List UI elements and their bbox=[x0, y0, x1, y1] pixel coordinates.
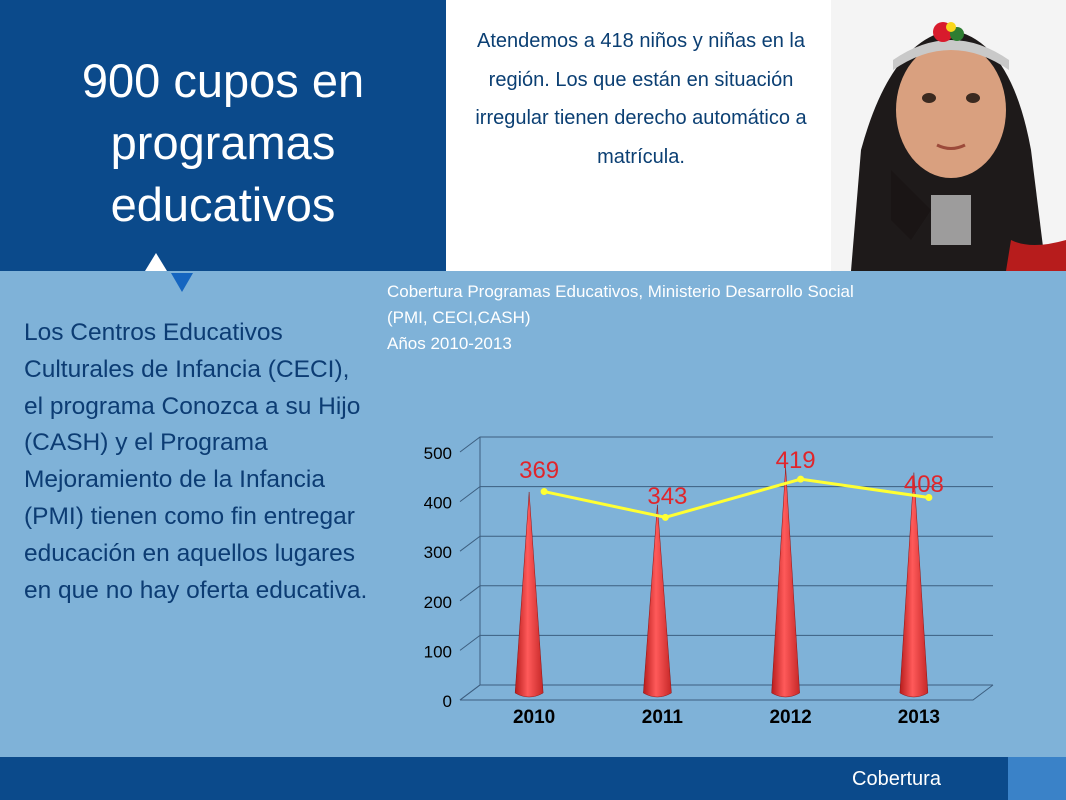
cone-bar bbox=[514, 491, 544, 698]
x-tick-label: 2011 bbox=[642, 707, 684, 728]
gridline bbox=[459, 684, 993, 701]
footer-accent-box bbox=[1008, 757, 1066, 800]
trend-point bbox=[661, 513, 669, 521]
data-label: 369 bbox=[519, 457, 559, 484]
title-panel: 900 cupos en programas educativos bbox=[0, 0, 446, 271]
gridline bbox=[459, 535, 993, 552]
blurb-text: Atendemos a 418 niños y niñas en la regi… bbox=[475, 30, 807, 168]
trend-line bbox=[543, 477, 930, 519]
gridline bbox=[459, 486, 993, 502]
cone-bar bbox=[643, 504, 672, 698]
x-tick-label: 2010 bbox=[513, 707, 555, 728]
trend-point bbox=[925, 494, 933, 502]
child-photo bbox=[831, 0, 1066, 271]
y-tick-label: 100 bbox=[424, 642, 452, 661]
page-title: 900 cupos en programas educativos bbox=[81, 54, 365, 231]
footer-bar bbox=[0, 757, 1066, 800]
data-label: 343 bbox=[647, 483, 687, 510]
chart-floor bbox=[460, 684, 994, 701]
chart-caption: Cobertura Programas Educativos, Minister… bbox=[387, 279, 1062, 357]
x-tick-label: 2013 bbox=[898, 707, 940, 728]
chart-axis bbox=[459, 437, 481, 701]
gridline bbox=[459, 436, 993, 453]
y-tick-label: 400 bbox=[424, 494, 452, 513]
data-label: 419 bbox=[776, 447, 816, 474]
cone-bar bbox=[899, 472, 929, 698]
chart-caption-line2: (PMI, CECI,CASH) bbox=[387, 308, 531, 327]
y-tick-label: 200 bbox=[424, 593, 452, 612]
data-label: 408 bbox=[904, 471, 944, 498]
trend-point bbox=[797, 475, 805, 483]
gridline bbox=[459, 585, 993, 602]
body-text: Los Centros Educativos Culturales de Inf… bbox=[24, 319, 368, 604]
gridline bbox=[459, 634, 993, 651]
chart-caption-line3: Años 2010-2013 bbox=[387, 334, 512, 353]
arrow-up-icon bbox=[145, 253, 167, 271]
chart-caption-line1: Cobertura Programas Educativos, Minister… bbox=[387, 282, 854, 301]
x-tick-label: 2012 bbox=[769, 707, 811, 728]
blurb-panel: Atendemos a 418 niños y niñas en la regi… bbox=[446, 0, 831, 271]
coverage-chart: 0 100 200 300 400 500 369 343 419 408 2010 2011 2012… bbox=[424, 436, 994, 728]
y-tick-label: 300 bbox=[424, 543, 452, 562]
arrow-down-icon bbox=[171, 273, 193, 292]
footer-label: Cobertura bbox=[852, 768, 941, 790]
y-tick-label: 500 bbox=[424, 444, 452, 463]
y-tick-label: 0 bbox=[443, 692, 452, 711]
trend-point bbox=[540, 488, 548, 496]
cone-bar bbox=[771, 467, 800, 698]
